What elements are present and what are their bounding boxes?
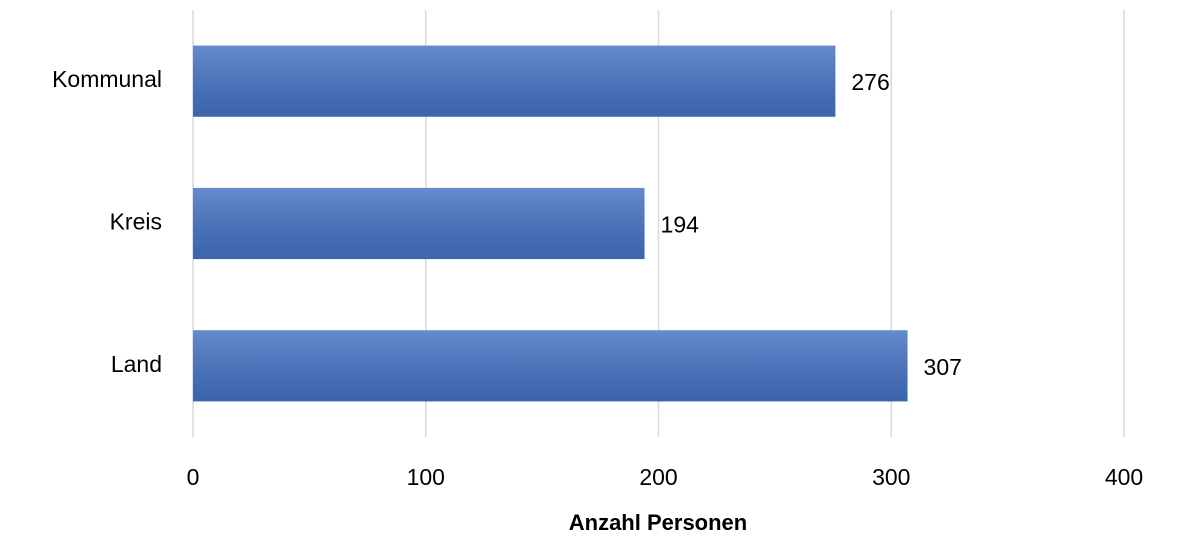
- x-tick-label: 300: [872, 464, 910, 490]
- data-label: 276: [851, 69, 889, 95]
- data-label: 194: [661, 212, 700, 238]
- x-tick-label: 100: [407, 464, 445, 490]
- y-tick-label: Kreis: [110, 209, 162, 235]
- bar-shade: [193, 45, 836, 117]
- x-tick-label: 200: [639, 464, 677, 490]
- bar-shade: [193, 187, 645, 260]
- y-tick-label: Kommunal: [52, 66, 162, 92]
- x-axis-title: Anzahl Personen: [569, 510, 747, 535]
- data-label: 307: [924, 354, 962, 380]
- bar-shade: [193, 330, 908, 402]
- x-tick-label: 0: [187, 464, 200, 490]
- y-tick-label: Land: [111, 351, 162, 377]
- x-tick-label: 400: [1105, 464, 1143, 490]
